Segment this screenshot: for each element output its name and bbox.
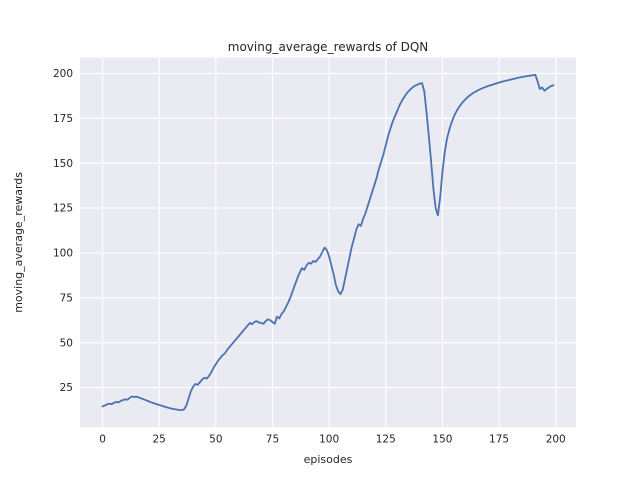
y-axis-tick-labels: 25 50 75 100 125 150 175 200 bbox=[53, 68, 73, 394]
x-tick-label: 175 bbox=[489, 434, 509, 446]
y-tick-label: 75 bbox=[60, 292, 73, 304]
x-tick-label: 200 bbox=[546, 434, 566, 446]
chart-title: moving_average_rewards of DQN bbox=[228, 40, 428, 54]
x-axis-label: episodes bbox=[304, 453, 353, 466]
x-tick-label: 50 bbox=[209, 434, 222, 446]
dqn-reward-line-series bbox=[101, 73, 555, 412]
x-tick-label: 0 bbox=[99, 434, 106, 446]
y-tick-label: 25 bbox=[60, 382, 73, 394]
y-tick-label: 100 bbox=[53, 248, 73, 260]
x-tick-label: 75 bbox=[266, 434, 279, 446]
y-tick-label: 50 bbox=[60, 337, 73, 349]
x-axis-tick-labels: 0 25 50 75 100 125 150 175 200 bbox=[99, 434, 566, 446]
y-tick-label: 200 bbox=[53, 68, 73, 80]
x-tick-label: 25 bbox=[153, 434, 166, 446]
y-axis-label: moving_average_rewards bbox=[12, 172, 25, 313]
plot-area bbox=[80, 57, 576, 428]
x-tick-label: 100 bbox=[319, 434, 339, 446]
x-tick-label: 125 bbox=[376, 434, 396, 446]
x-tick-label: 150 bbox=[432, 434, 452, 446]
y-tick-label: 150 bbox=[53, 158, 73, 170]
y-tick-label: 175 bbox=[53, 113, 73, 125]
y-tick-label: 125 bbox=[53, 203, 73, 215]
